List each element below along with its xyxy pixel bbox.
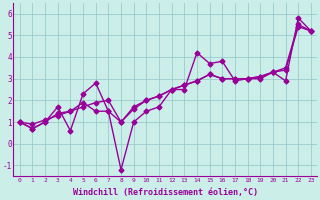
X-axis label: Windchill (Refroidissement éolien,°C): Windchill (Refroidissement éolien,°C) — [73, 188, 258, 197]
